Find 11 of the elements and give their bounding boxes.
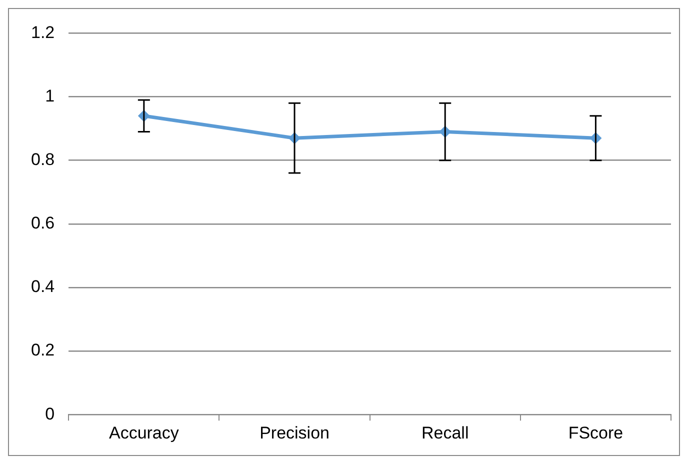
x-tick-label: FScore xyxy=(568,423,624,442)
y-tick-label: 1.2 xyxy=(30,22,55,42)
x-tick-label: Recall xyxy=(421,423,469,442)
y-tick-label: 0 xyxy=(45,404,55,424)
x-tick-label: Precision xyxy=(260,423,330,442)
y-tick-label: 0.6 xyxy=(30,214,55,233)
y-tick-label: 0.8 xyxy=(30,150,55,170)
y-tick-label: 1 xyxy=(45,86,55,106)
x-tick-label: Accuracy xyxy=(108,423,180,442)
y-tick-label: 0.4 xyxy=(30,277,55,296)
y-tick-label: 0.2 xyxy=(30,340,55,360)
